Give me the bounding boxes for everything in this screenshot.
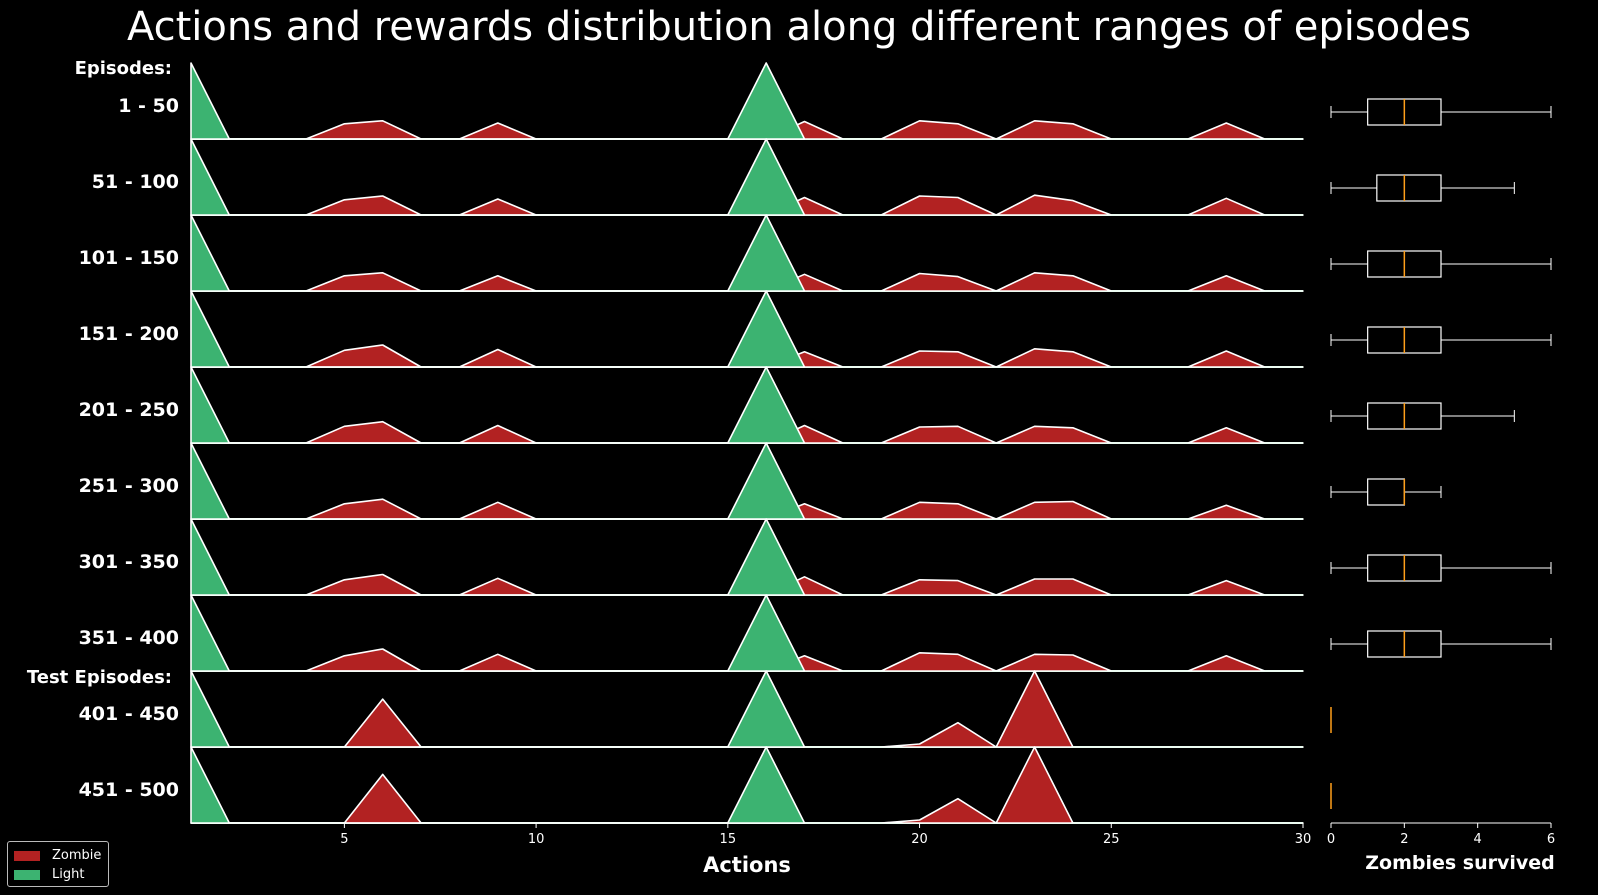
row-label: 301 - 350 [79,551,179,573]
light-area [190,442,806,520]
x-tick-label: 30 [1295,832,1312,847]
legend-item-light: Light [14,865,108,884]
legend-swatch-light [14,869,40,880]
box-iqr [1376,174,1442,202]
light-area [190,138,806,216]
row-label: 51 - 100 [92,171,179,193]
zombie-area [190,272,1304,292]
light-area [190,746,806,824]
light-area [190,518,806,596]
light-area [190,366,806,444]
box-tick-label: 6 [1547,832,1555,847]
plot-area: 1 - 50 51 - 100 101 - 150 151 - 200 201 - 25… [79,62,1555,847]
zombie-area [190,120,1304,140]
x-tick-label: 25 [1103,832,1120,847]
light-area [190,290,806,368]
group-label-episodes: Episodes: [75,58,172,79]
row-label: 151 - 200 [79,323,179,345]
box-tick-label: 4 [1474,832,1482,847]
zombie-area [190,573,1304,596]
zombie-area [190,420,1304,444]
box-tick-label: 2 [1400,832,1408,847]
box-tick-label: 0 [1327,832,1335,847]
zombie-area [190,344,1304,368]
light-area [190,214,806,292]
zombie-area [190,648,1304,672]
legend-label-light: Light [52,867,85,882]
light-area [190,670,806,748]
row-label: 451 - 500 [79,779,179,801]
legend-item-zombie: Zombie [14,846,108,865]
box-iqr [1367,478,1405,506]
x-tick-label: 5 [340,832,348,847]
zombie-area [190,498,1304,520]
row-label: 101 - 150 [79,247,179,269]
legend: Zombie Light [7,841,109,887]
x-tick-label: 15 [720,832,737,847]
group-label-test-episodes: Test Episodes: [27,667,172,688]
light-area [190,594,806,672]
row-label: 251 - 300 [79,475,179,497]
row-label: 401 - 450 [79,703,179,725]
legend-swatch-zombie [14,850,40,861]
zombie-area [190,670,1304,748]
x-axis-label: Actions [703,853,791,877]
legend-label-zombie: Zombie [52,848,102,863]
row-label: 351 - 400 [79,627,179,649]
chart-title: Actions and rewards distribution along d… [126,4,1472,50]
row-label: 201 - 250 [79,399,179,421]
zombie-area [190,194,1304,216]
box-x-axis-label: Zombies survived [1365,852,1555,874]
row-label: 1 - 50 [118,95,179,117]
light-area [190,62,806,140]
x-tick-label: 20 [911,832,928,847]
x-tick-label: 10 [528,832,545,847]
